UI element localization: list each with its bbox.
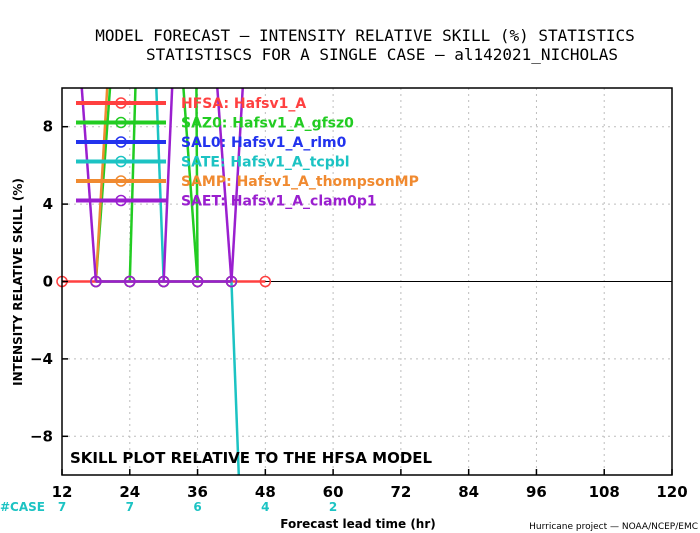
legend-item: SAL0: Hafsv1_A_rlm0 bbox=[76, 135, 347, 151]
legend-item: SAET: Hafsv1_A_clam0p1 bbox=[76, 194, 377, 210]
x-tick-label: 60 bbox=[323, 483, 344, 501]
chart-title: MODEL FORECAST — INTENSITY RELATIVE SKIL… bbox=[95, 26, 634, 45]
legend-label: SAET: Hafsv1_A_clam0p1 bbox=[181, 194, 377, 210]
legend-item: SAMP: Hafsv1_A_thompsonMP bbox=[76, 174, 419, 190]
series-spike bbox=[128, 87, 137, 282]
case-count-label: #CASE bbox=[0, 500, 45, 514]
x-axis-label: Forecast lead time (hr) bbox=[280, 517, 436, 531]
legend-item: SAZ0: Hafsv1_A_gfsz0 bbox=[76, 116, 354, 132]
y-tick-label: −8 bbox=[30, 427, 53, 445]
series-spike bbox=[216, 87, 233, 282]
x-tick-label: 84 bbox=[458, 483, 479, 501]
series-layer bbox=[56, 87, 272, 476]
legend-marker bbox=[115, 97, 127, 109]
legend-marker bbox=[115, 116, 127, 129]
case-count-value: 7 bbox=[58, 500, 66, 514]
skill-plot-annotation: SKILL PLOT RELATIVE TO THE HFSA MODEL bbox=[70, 449, 433, 467]
y-tick-label: −4 bbox=[30, 350, 53, 368]
series-point bbox=[259, 275, 272, 288]
case-counts: 7 7 6 4 2 bbox=[58, 500, 337, 514]
legend-marker bbox=[115, 136, 127, 148]
series-spike bbox=[155, 87, 165, 282]
legend-item: HFSA: Hafsv1_A bbox=[76, 96, 306, 112]
series-spike bbox=[80, 87, 98, 282]
x-tick-label: 108 bbox=[589, 483, 620, 501]
legend-marker bbox=[115, 194, 127, 207]
legend-item: SATE: Hafsv1_A_tcpbl bbox=[76, 155, 350, 171]
case-count-value: 2 bbox=[329, 500, 337, 514]
series-5 bbox=[80, 87, 244, 288]
series-spike bbox=[230, 87, 244, 282]
legend-label: SAZ0: Hafsv1_A_gfsz0 bbox=[181, 116, 354, 132]
series-point bbox=[157, 275, 170, 288]
credit-text: Hurricane project — NOAA/NCEP/EMC bbox=[529, 522, 698, 532]
chart-subtitle: STATISTISCS FOR A SINGLE CASE — al142021… bbox=[146, 45, 618, 64]
series-spike bbox=[182, 87, 199, 282]
series-point bbox=[225, 275, 238, 288]
x-tick-label: 120 bbox=[656, 483, 687, 501]
series-point bbox=[90, 275, 102, 288]
x-tick-label: 24 bbox=[119, 483, 140, 501]
series-spike bbox=[230, 281, 241, 476]
y-tick-label: 0 bbox=[43, 273, 53, 291]
x-tick-label: 72 bbox=[390, 483, 411, 501]
legend-label: HFSA: Hafsv1_A bbox=[181, 96, 306, 112]
case-count-value: 7 bbox=[126, 500, 134, 514]
x-tick-label: 48 bbox=[255, 483, 276, 501]
series-spike bbox=[195, 87, 199, 282]
legend: HFSA: Hafsv1_A SAZ0: Hafsv1_A_gfsz0 SAL0: … bbox=[76, 96, 419, 210]
plot-area bbox=[56, 87, 673, 476]
x-tick-label: 36 bbox=[187, 483, 208, 501]
series-point bbox=[191, 275, 204, 288]
case-count-value: 6 bbox=[193, 500, 201, 514]
legend-label: SAMP: Hafsv1_A_thompsonMP bbox=[181, 174, 419, 190]
series-point bbox=[124, 275, 136, 288]
y-tick-label: 8 bbox=[43, 118, 53, 136]
x-tick-label: 96 bbox=[526, 483, 547, 501]
series-spike bbox=[162, 87, 174, 282]
legend-marker bbox=[115, 155, 127, 168]
legend-marker bbox=[115, 175, 127, 187]
x-axis-ticks: 12 24 36 48 60 72 84 96 108 120 bbox=[52, 469, 688, 501]
y-axis-ticks: −8 −4 0 4 8 bbox=[30, 118, 68, 445]
y-axis-label: INTENSITY RELATIVE SKILL (%) bbox=[11, 178, 25, 386]
y-tick-label: 4 bbox=[43, 195, 53, 213]
x-tick-label: 12 bbox=[52, 483, 73, 501]
case-count-value: 4 bbox=[261, 500, 269, 514]
series-spike bbox=[94, 87, 109, 282]
legend-label: SAL0: Hafsv1_A_rlm0 bbox=[181, 135, 347, 151]
legend-label: SATE: Hafsv1_A_tcpbl bbox=[181, 155, 350, 171]
